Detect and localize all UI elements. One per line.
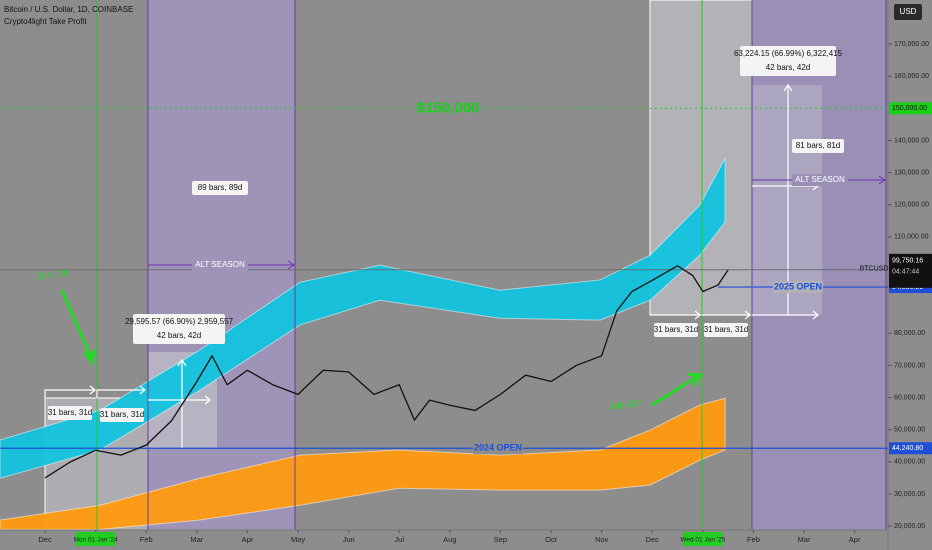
currency[interactable]: USD (900, 7, 917, 16)
y-tick-label: 30,000.00 (894, 491, 925, 498)
x-tick-label: Dec (646, 535, 660, 544)
y-tick-label: 140,000.00 (894, 137, 929, 144)
title: Bitcoin / U.S. Dollar, 1D, COINBASE (4, 5, 133, 14)
annotation-box (133, 314, 225, 344)
y-tick-label: 110,000.00 (894, 234, 929, 241)
alt-season-label: ALT SEASON (795, 175, 845, 184)
x-tick-label: Feb (747, 535, 760, 544)
annotation: 89 bars, 89d (198, 183, 242, 192)
level-label-bg (473, 442, 523, 455)
level-price-box (889, 442, 932, 455)
alt-season-label: ALT SEASON (195, 260, 245, 269)
y-tick-label: 160,000.00 (894, 73, 929, 80)
x-tick-label: Apr (242, 535, 254, 544)
band (0, 157, 726, 479)
range-box (752, 85, 822, 315)
x-tick-label: Dec (38, 535, 52, 544)
y-tick-label: 20,000.00 (894, 523, 925, 530)
x-tick-label: Sep (494, 535, 507, 544)
price-line (44, 265, 729, 479)
annotation-box (740, 46, 836, 76)
band (0, 397, 726, 530)
alt-label-bg (192, 259, 248, 271)
x-tick-label: Oct (545, 535, 558, 544)
level-label: 2024 OPEN (474, 443, 522, 453)
y-tick-label: 70,000.00 (894, 362, 925, 369)
annotation: 42 bars, 42d (157, 331, 201, 340)
x-tick-label: Jul (394, 535, 404, 544)
x-tick-label: Mar (798, 535, 811, 544)
level-label-bg (773, 281, 823, 294)
annotation: 31 bars, 31d (704, 325, 748, 334)
x-tick-highlight (75, 532, 116, 546)
x-tick-label: Mar (190, 535, 203, 544)
x-tick-label: Feb (140, 535, 153, 544)
last-box (889, 253, 932, 288)
target-label: $150,000 (417, 99, 480, 116)
x-tick-label: Apr (849, 535, 861, 544)
last-price: 99,750.16 (892, 258, 923, 265)
annotation-box (654, 323, 698, 337)
alt-label-bg (792, 174, 848, 186)
annotation-box (192, 181, 248, 195)
x-tick-highlight (682, 532, 723, 546)
target-price: 150,000.00 (892, 105, 927, 112)
level-label: 2025 OPEN (774, 281, 822, 291)
annotation: 81 bars, 81d (796, 141, 840, 150)
annotation: 29,595.57 (66.90%) 2,959,557 (125, 317, 234, 326)
x-tick-label: May (291, 535, 305, 544)
y-tick-label: 40,000.00 (894, 459, 925, 466)
jan-arrow (60, 289, 96, 366)
jan-note: Jan 1st (34, 267, 70, 283)
y-tick-label: 50,000.00 (894, 427, 925, 434)
annotation-box (100, 408, 144, 422)
countdown: 04:47:44 (892, 269, 919, 276)
y-tick-label: 120,000.00 (894, 202, 929, 209)
y-tick-label: 170,000.00 (894, 41, 929, 48)
y-tick-label: 130,000.00 (894, 169, 929, 176)
annotation-box (792, 139, 844, 153)
annotation: 42 bars, 42d (766, 63, 810, 72)
x-tick-label: Jun (343, 535, 355, 544)
y-tick-label: 60,000.00 (894, 394, 925, 401)
annotation: 63,224.15 (66.99%) 6,322,415 (734, 49, 843, 58)
x-tick-label: Wed 01 Jan '25 (680, 537, 725, 544)
annotation: 31 bars, 31d (654, 325, 698, 334)
last-symbol: BTCUSD (860, 266, 889, 273)
jan-arrow (651, 372, 703, 407)
x-tick-label: Aug (443, 535, 456, 544)
target-price-box (889, 102, 932, 115)
subtitle: Crypto4light Take Profit (4, 17, 87, 26)
level-price: 44,240.80 (892, 445, 923, 452)
x-tick-label: Mon 01 Jan '24 (74, 537, 119, 544)
annotation: 31 bars, 31d (48, 408, 92, 417)
y-tick-label: 80,000.00 (894, 330, 925, 337)
annotation-box (704, 323, 748, 337)
x-tick-label: Nov (595, 535, 609, 544)
annotation-box (48, 406, 92, 420)
annotation: 31 bars, 31d (100, 410, 144, 419)
currency-box[interactable] (894, 4, 922, 20)
jan-note: Jan 1st (607, 397, 643, 413)
